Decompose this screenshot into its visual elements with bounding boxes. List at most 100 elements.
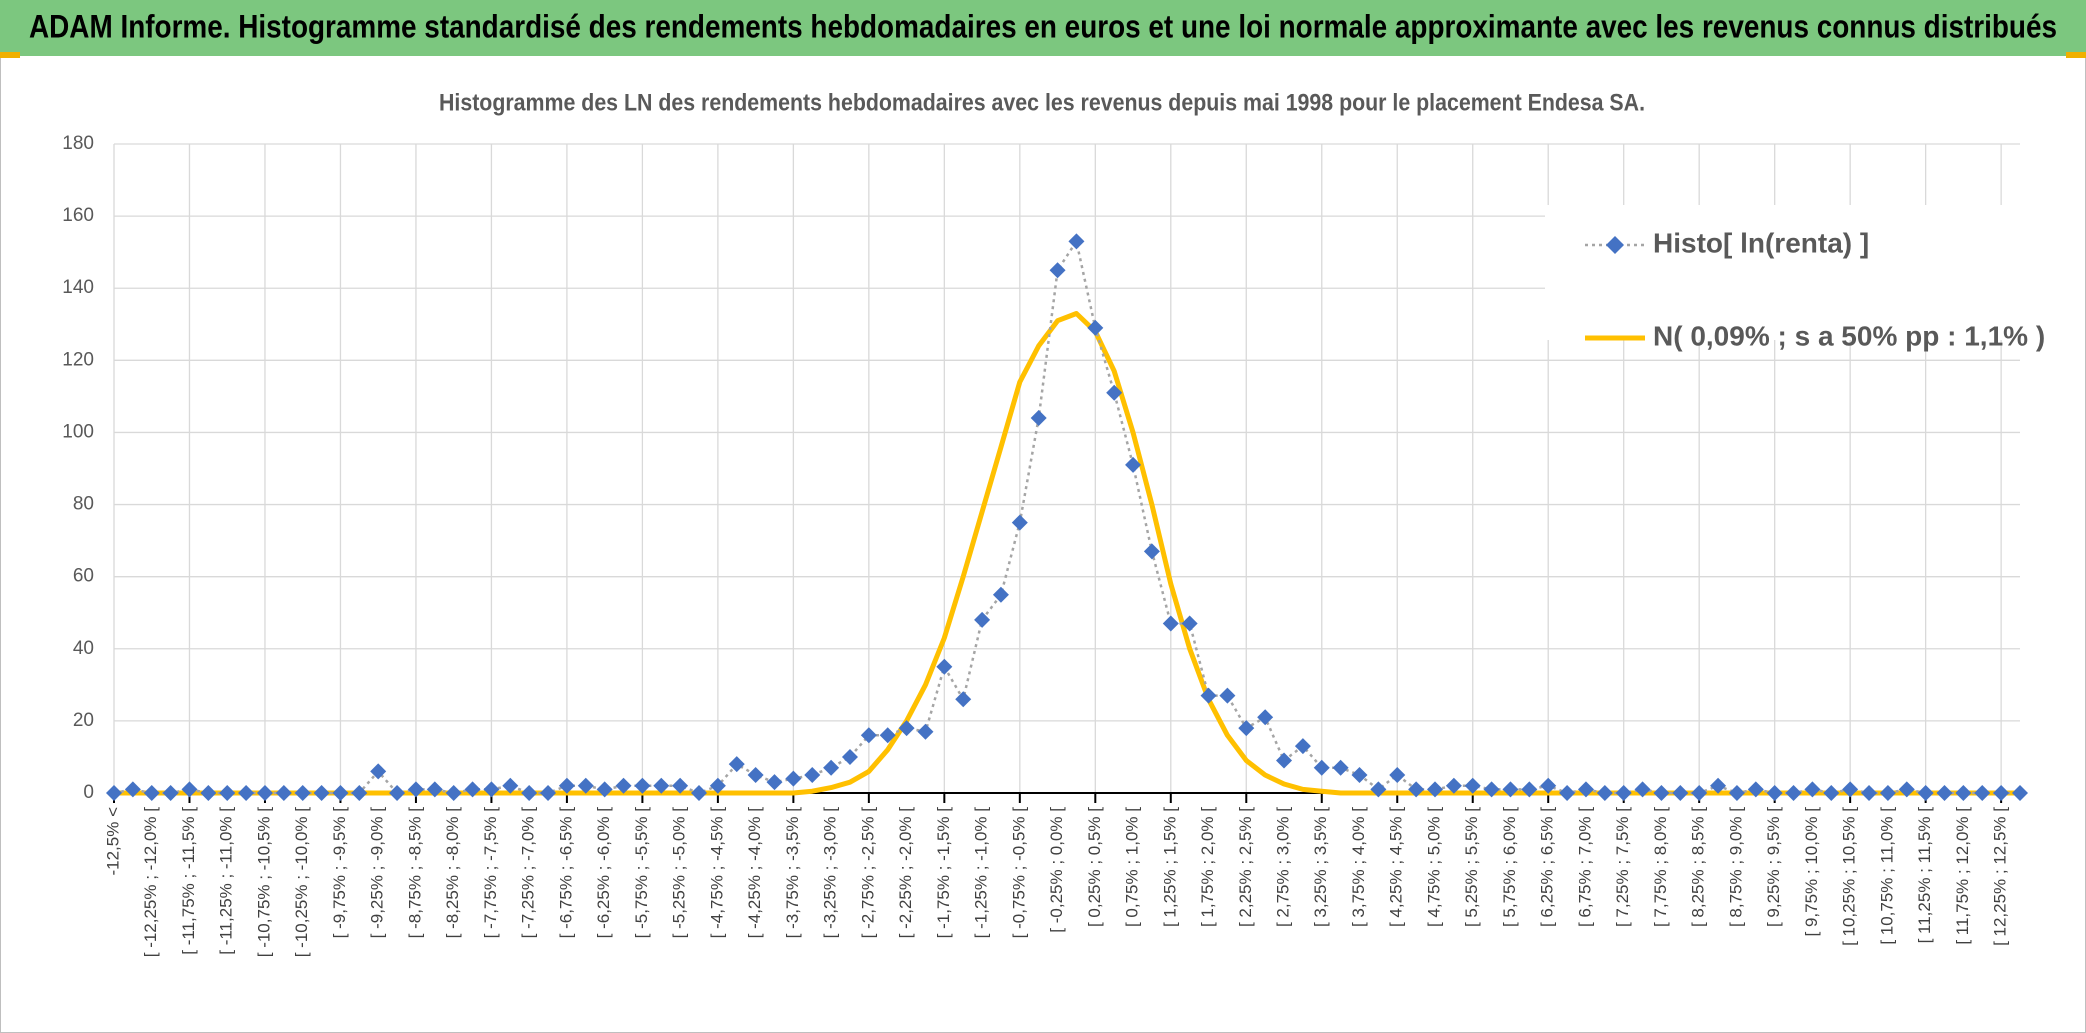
data-point <box>879 727 896 744</box>
data-point <box>1181 615 1198 632</box>
data-point <box>577 777 594 794</box>
corner-mark <box>2066 52 2086 58</box>
data-point <box>1577 781 1594 798</box>
x-tick-label: [ 10,25% ; 10,5% [ <box>1840 807 1859 946</box>
x-tick-label: [ 6,25% ; 6,5% [ <box>1538 807 1557 927</box>
data-point <box>464 781 481 798</box>
x-tick-label: [ 7,75% ; 8,0% [ <box>1651 807 1670 927</box>
x-tick-label: [ -8,25% ; -8,0% [ <box>443 807 462 939</box>
data-point <box>1483 781 1500 798</box>
data-point <box>766 774 783 791</box>
x-tick-label: [ 7,25% ; 7,5% [ <box>1613 807 1632 927</box>
legend-label: N( 0,09% ; s a 50% pp : 1,1% ) <box>1653 320 2045 351</box>
y-tick-label: 100 <box>62 421 94 442</box>
data-point <box>540 785 557 801</box>
data-point <box>1313 759 1330 776</box>
x-tick-label: [ 0,25% ; 0,5% [ <box>1085 807 1104 927</box>
data-point <box>313 785 330 801</box>
data-point <box>1898 781 1915 798</box>
x-tick-label: [ 3,25% ; 3,5% [ <box>1311 807 1330 927</box>
x-tick-label: [ 4,25% ; 4,5% [ <box>1387 807 1406 927</box>
x-tick-label: [ 9,25% ; 9,5% [ <box>1764 807 1783 927</box>
y-tick-label: 0 <box>83 782 94 803</box>
data-point <box>1162 615 1179 632</box>
data-point <box>332 785 349 801</box>
data-point <box>1993 785 2010 801</box>
plot <box>106 233 2028 801</box>
data-point <box>407 781 424 798</box>
y-tick-label: 120 <box>62 349 94 370</box>
data-point <box>709 777 726 794</box>
x-tick-label: [ 1,75% ; 2,0% [ <box>1198 807 1217 927</box>
x-tick-label: [ -9,75% ; -9,5% [ <box>330 807 349 939</box>
data-point <box>1672 785 1689 801</box>
y-tick-label: 40 <box>73 638 94 659</box>
data-point <box>426 781 443 798</box>
data-point <box>106 785 122 801</box>
data-point <box>1464 777 1481 794</box>
x-tick-label: [ 5,75% ; 6,0% [ <box>1500 807 1519 927</box>
data-point <box>1728 785 1745 801</box>
data-point <box>1011 514 1028 531</box>
x-tick-label: [ -9,25% ; -9,0% [ <box>368 807 387 939</box>
x-tick-label: [ -6,75% ; -6,5% [ <box>556 807 575 939</box>
data-point <box>1747 781 1764 798</box>
x-tick-label: [ 9,75% ; 10,0% [ <box>1802 807 1821 937</box>
data-point <box>1842 781 1859 798</box>
data-point <box>1106 384 1123 401</box>
x-tick-label: [ -11,75% ; -11,5% [ <box>179 807 198 955</box>
header-band <box>0 0 2086 56</box>
data-point <box>804 766 821 783</box>
data-point <box>1653 785 1670 801</box>
data-point <box>275 785 292 801</box>
y-tick-label: 180 <box>62 133 94 154</box>
data-point <box>1596 785 1613 801</box>
x-tick-label: [ -4,75% ; -4,5% [ <box>707 807 726 939</box>
data-point <box>181 781 198 798</box>
data-point <box>1143 543 1160 560</box>
x-tick-label: [ 11,25% ; 11,5% [ <box>1915 807 1934 944</box>
x-tick-label: [ 8,25% ; 8,5% [ <box>1689 807 1708 927</box>
x-tick-label: [ -4,25% ; -4,0% [ <box>745 807 764 939</box>
data-point <box>1615 785 1632 801</box>
data-point <box>1955 785 1972 801</box>
data-point <box>445 785 462 801</box>
data-point <box>1426 781 1443 798</box>
x-tick-label: [ -1,75% ; -1,5% [ <box>934 807 953 939</box>
legend: Histo[ ln(renta) ] N( 0,09% ; s a 50% pp … <box>1545 205 2045 351</box>
data-point <box>992 586 1009 603</box>
data-point <box>1691 785 1708 801</box>
data-point <box>1219 687 1236 704</box>
data-point <box>691 785 708 801</box>
legend-label: Histo[ ln(renta) ] <box>1653 227 1869 258</box>
data-point <box>936 658 953 675</box>
x-tick-label: [ -10,75% ; -10,5% [ <box>254 807 273 958</box>
data-point <box>653 777 670 794</box>
y-tick-label: 160 <box>62 205 94 226</box>
data-point <box>1238 720 1255 737</box>
data-point <box>1861 785 1878 801</box>
data-point <box>615 777 632 794</box>
data-point <box>558 777 575 794</box>
chart-title: Histogramme des LN des rendements hebdom… <box>439 89 1645 116</box>
x-tick-label: [ -5,75% ; -5,5% [ <box>632 807 651 939</box>
data-point <box>785 770 802 787</box>
x-tick-label: -12,5% < <box>103 807 122 876</box>
x-tick-label: [ 8,75% ; 9,0% [ <box>1726 807 1745 927</box>
data-point <box>1936 785 1953 801</box>
header-title: ADAM Informe. Histogramme standardisé de… <box>29 8 2057 44</box>
data-point <box>1559 785 1576 801</box>
x-tick-label: [ -0,75% ; -0,5% [ <box>1009 807 1028 939</box>
data-point <box>1766 785 1783 801</box>
grid: 0 20 40 60 80 100 120 140 160 180 -12,5% < [ -12,25… <box>62 133 2020 957</box>
data-point <box>917 723 934 740</box>
data-point <box>1370 781 1387 798</box>
x-tick-label: [ -2,75% ; -2,5% [ <box>858 807 877 939</box>
data-point <box>200 785 217 801</box>
x-tick-label: [ -11,25% ; -11,0% [ <box>217 807 236 955</box>
data-point <box>256 785 273 801</box>
data-point <box>955 691 972 708</box>
data-point <box>747 766 764 783</box>
x-tick-label: [ -3,75% ; -3,5% [ <box>783 807 802 939</box>
